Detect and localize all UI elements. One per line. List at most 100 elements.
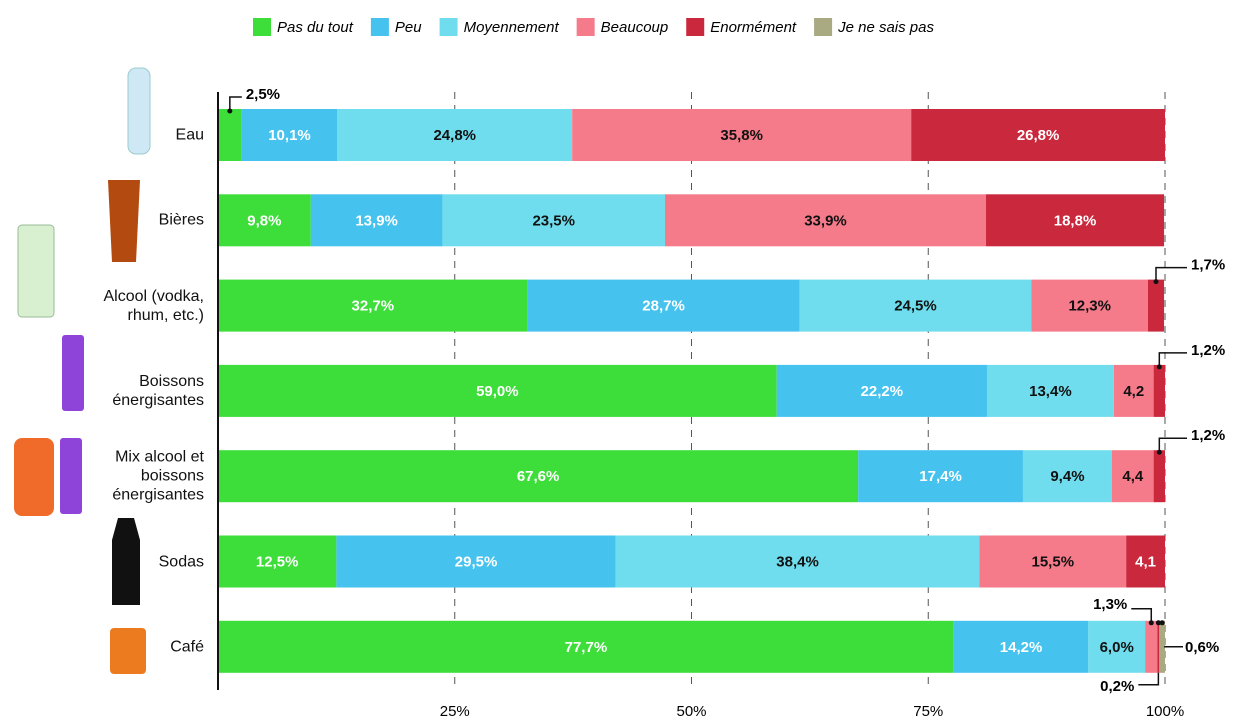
value-label: 4,2: [1123, 383, 1144, 400]
value-label: 22,2%: [861, 383, 904, 400]
icon-soda: [112, 518, 140, 605]
value-label: 4,1: [1135, 553, 1156, 570]
bar-segment: [527, 279, 800, 332]
bar-segment: [953, 620, 1089, 673]
icon-scotch: [14, 438, 54, 516]
bar-segment: [218, 109, 242, 161]
legend-label: Enormément: [710, 19, 797, 36]
value-label: 9,4%: [1050, 468, 1084, 485]
bar-segment: [218, 279, 528, 332]
icons: [14, 67, 151, 674]
bar-segment: [572, 109, 912, 161]
value-label: 17,4%: [919, 468, 962, 485]
legend-swatch: [814, 18, 833, 36]
category-label: Bières: [158, 211, 204, 229]
legend-label: Je ne sais pas: [837, 19, 934, 36]
icon-bottle: [127, 67, 151, 155]
value-label: 6,0%: [1100, 639, 1134, 656]
bar-segment: [1113, 364, 1154, 417]
value-label: 12,5%: [256, 553, 299, 570]
value-label: 77,7%: [565, 639, 608, 656]
value-label: 0,2%: [1100, 678, 1134, 695]
bar-segment: [337, 109, 573, 161]
leader-line: [1131, 608, 1153, 621]
value-label: 10,1%: [268, 127, 311, 144]
leader-dot: [1155, 620, 1161, 626]
bar-segment: [664, 194, 987, 247]
value-label: 23,5%: [532, 212, 575, 229]
icon-can: [60, 438, 82, 514]
value-label: 0,6%: [1185, 639, 1219, 656]
icon-can: [62, 335, 84, 411]
bar-segment: [1022, 450, 1112, 503]
value-label: 13,4%: [1029, 383, 1072, 400]
value-label: 28,7%: [642, 298, 685, 315]
bar-segment: [1159, 620, 1165, 673]
bar-segment: [986, 194, 1165, 247]
leader-line: [1155, 266, 1187, 280]
x-tick-label: 50%: [676, 703, 706, 720]
value-label: 29,5%: [455, 553, 498, 570]
bar-segment: [218, 194, 311, 247]
bar-segment: [1088, 620, 1146, 673]
legend-swatch: [686, 18, 705, 36]
value-label: 32,7%: [352, 298, 395, 315]
value-label: 14,2%: [1000, 639, 1043, 656]
bar-segment: [1147, 279, 1165, 332]
value-label: 26,8%: [1017, 127, 1060, 144]
leader-line: [1158, 437, 1187, 451]
bar-segment: [218, 535, 337, 588]
value-label: 24,8%: [433, 127, 476, 144]
legend-swatch: [576, 18, 595, 36]
icon-beer: [108, 180, 140, 262]
bar-segment: [241, 109, 338, 161]
bar-segment: [799, 279, 1032, 332]
value-label: 12,3%: [1068, 298, 1111, 315]
leader-line: [1158, 352, 1187, 365]
bar-segment: [979, 535, 1127, 588]
bar-segment: [776, 364, 987, 417]
bar-segment: [1031, 279, 1148, 332]
value-label: 1,2%: [1191, 342, 1225, 359]
category-label: Sodas: [158, 553, 204, 570]
value-label: 15,5%: [1032, 553, 1075, 570]
category-label: Alcool (vodka, rhum, etc.): [103, 287, 205, 324]
bar-segment: [615, 535, 980, 588]
value-label: 24,5%: [894, 298, 937, 315]
bar-segment: [1145, 620, 1158, 673]
bar-segment: [986, 364, 1114, 417]
legend-label: Peu: [395, 19, 422, 36]
category-label: Mix alcool et boissons énergisantes: [112, 448, 204, 504]
value-label: 67,6%: [517, 468, 560, 485]
leader-dot: [1159, 620, 1165, 626]
value-label: 9,8%: [247, 212, 281, 229]
leader-dot: [227, 108, 233, 114]
category-label: Café: [170, 638, 204, 656]
value-label: 33,9%: [804, 212, 847, 229]
legend-label: Moyennement: [464, 19, 560, 36]
bar-segment: [858, 450, 1023, 503]
legend-swatch: [253, 18, 271, 36]
leader-line: [1138, 672, 1160, 686]
bar-segment: [1153, 364, 1165, 417]
value-label: 35,8%: [720, 127, 763, 144]
value-label: 2,5%: [246, 86, 280, 103]
icon-mojito: [17, 224, 55, 318]
legend-swatch: [439, 18, 458, 36]
x-tick-label: 100%: [1146, 703, 1184, 720]
bar-segment: [1153, 450, 1165, 503]
leader-dot: [1156, 449, 1162, 455]
icon-cup: [110, 628, 146, 674]
bar-segment: [1126, 535, 1165, 588]
value-label: 13,9%: [355, 212, 398, 229]
x-tick-label: 25%: [440, 703, 470, 720]
bar-segment: [911, 109, 1165, 161]
value-label: 1,2%: [1191, 427, 1225, 444]
bar-segment: [442, 194, 665, 247]
bar-segment: [1157, 620, 1160, 673]
category-label: Eau: [175, 126, 204, 144]
bar-segment: [1111, 450, 1154, 503]
leader-line: [229, 96, 242, 109]
